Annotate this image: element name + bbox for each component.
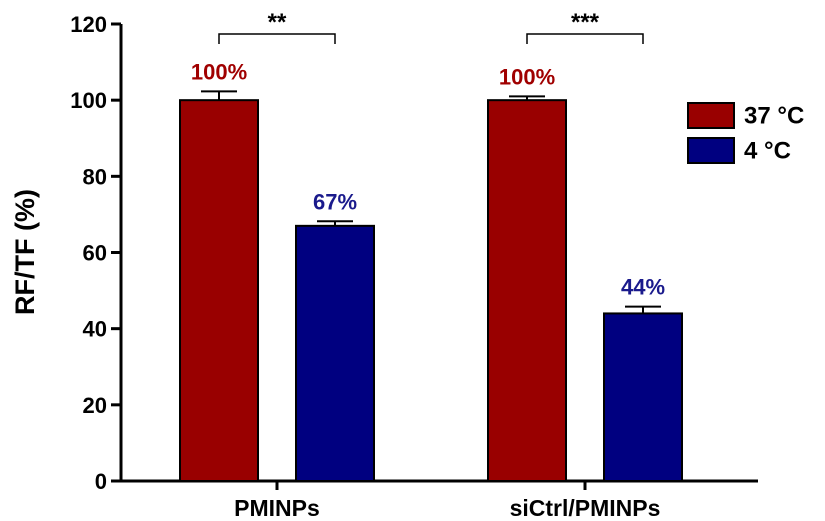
significance-label-1: *** xyxy=(571,9,600,36)
data-label-0-1: 67% xyxy=(313,189,357,214)
data-label-0-0: 100% xyxy=(191,59,247,84)
y-axis-label: RF/TF (%) xyxy=(10,189,40,315)
bar-1-0 xyxy=(487,99,567,483)
y-tick-label-100: 100 xyxy=(70,88,107,113)
bar-0-0 xyxy=(179,99,259,483)
y-tick-label-60: 60 xyxy=(83,241,107,266)
category-label-0: PMINPs xyxy=(234,495,320,521)
data-label-1-0: 100% xyxy=(499,64,555,89)
y-tick-label-20: 20 xyxy=(83,393,107,418)
y-tick-label-40: 40 xyxy=(83,317,107,342)
y-tick-label-80: 80 xyxy=(83,164,107,189)
data-label-1-1: 44% xyxy=(621,275,665,300)
y-tick-label-120: 120 xyxy=(70,12,107,37)
legend-label-0: 37 °C xyxy=(744,103,804,130)
category-label-1: siCtrl/PMINPs xyxy=(510,495,661,521)
legend-swatch-0 xyxy=(687,102,735,129)
significance-bracket-0 xyxy=(218,33,336,44)
legend-label-1: 4 °C xyxy=(744,138,791,165)
significance-bracket-1 xyxy=(526,33,644,44)
bar-0-1 xyxy=(295,224,375,482)
significance-label-0: ** xyxy=(268,9,287,36)
y-tick-label-0: 0 xyxy=(95,469,107,494)
legend-swatch-1 xyxy=(687,137,735,164)
bar-1-1 xyxy=(603,312,683,482)
